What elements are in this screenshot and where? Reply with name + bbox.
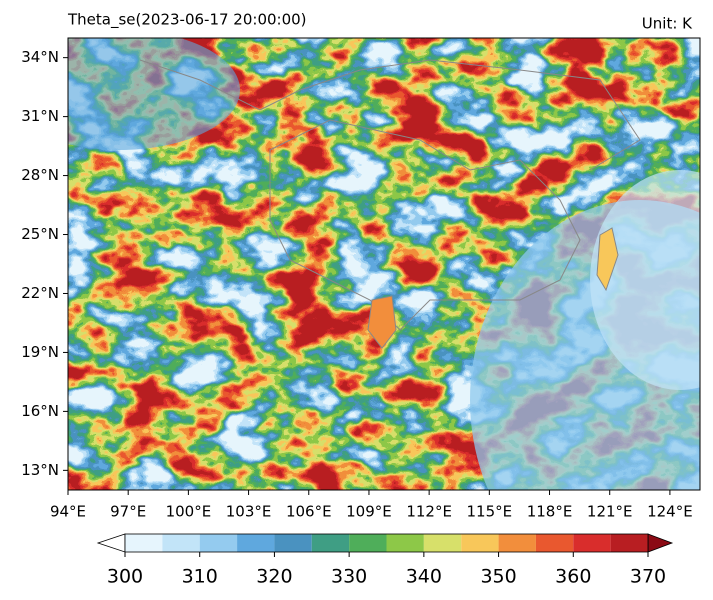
colorbar-segment [610, 534, 648, 552]
colorbar-tick-label: 300 [107, 566, 143, 588]
y-tick-label: 19°N [21, 343, 59, 361]
plateau [68, 38, 240, 150]
colorbar-under [96, 533, 126, 553]
x-tick-label: 103°E [226, 503, 272, 521]
colorbar-segment [237, 534, 275, 552]
colorbar-segment [423, 534, 462, 552]
colorbar-segment [498, 534, 536, 552]
colorbar-segment [386, 534, 424, 552]
colorbar-tick-label: 360 [555, 566, 591, 588]
island [596, 227, 619, 292]
colorbar-tick-label: 350 [480, 566, 516, 588]
colorbar-segment [162, 534, 200, 552]
y-tick-label: 28°N [21, 166, 59, 184]
x-tick-label: 112°E [406, 503, 452, 521]
border [269, 119, 581, 331]
y-tick-label: 34°N [21, 48, 59, 66]
x-tick-label: 94°E [50, 503, 86, 521]
x-tick-label: 97°E [110, 503, 146, 521]
colorbar-frame [124, 533, 649, 553]
colorbar-segment [461, 534, 499, 552]
y-tick-label: 22°N [21, 284, 59, 302]
colorbar-tick-label: 320 [256, 566, 292, 588]
x-tick-label: 109°E [346, 503, 392, 521]
colorbar-tick-label: 330 [331, 566, 367, 588]
colorbar-segment [199, 534, 238, 552]
x-tick-label: 121°E [587, 503, 633, 521]
y-tick-label: 25°N [21, 225, 59, 243]
y-tick-label: 16°N [21, 402, 59, 420]
colorbar-segment [573, 534, 611, 552]
colorbar-segment [349, 534, 387, 552]
x-tick-label: 124°E [647, 503, 693, 521]
y-tick-label: 13°N [21, 461, 59, 479]
colorbar-tick-label: 370 [630, 566, 666, 588]
x-tick-label: 115°E [467, 503, 513, 521]
colorbar-segment [535, 534, 574, 552]
colorbar-tick-label: 310 [182, 566, 218, 588]
colorbar-segment [274, 534, 312, 552]
map-title: Theta_se(2023-06-17 20:00:00) [67, 11, 307, 30]
colorbar-segment [125, 534, 163, 552]
border [139, 59, 641, 171]
unit-label: Unit: K [642, 15, 693, 33]
x-tick-label: 100°E [166, 503, 212, 521]
colorbar-tick-label: 340 [406, 566, 442, 588]
ocean [590, 170, 700, 390]
x-tick-label: 106°E [286, 503, 332, 521]
island [367, 295, 397, 349]
colorbar-segment [311, 534, 350, 552]
y-tick-label: 31°N [21, 107, 59, 125]
colorbar-over [647, 533, 674, 553]
field [68, 38, 700, 490]
x-tick-label: 118°E [527, 503, 573, 521]
plot-frame [67, 37, 701, 491]
